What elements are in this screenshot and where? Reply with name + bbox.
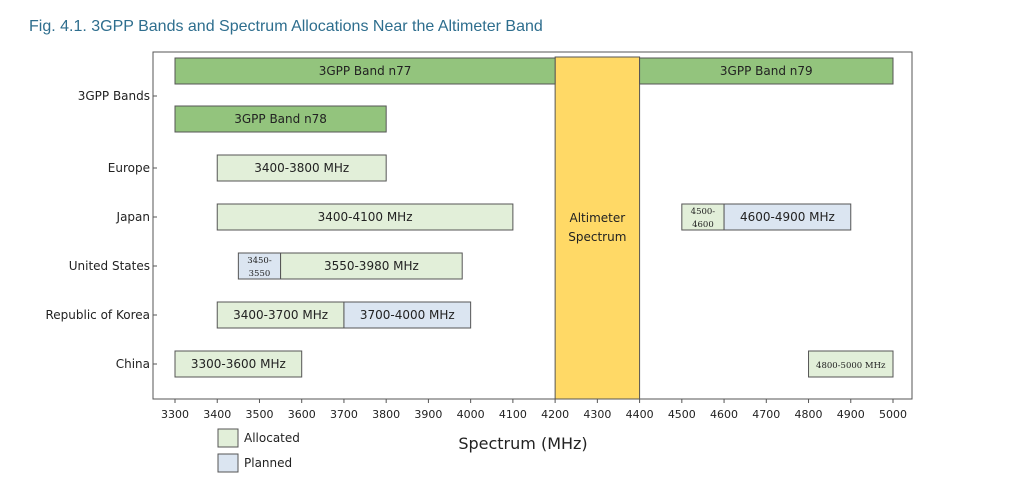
bar-rect (280, 252, 463, 280)
bar-rect (343, 301, 472, 329)
category-label-republic-of-korea: Republic of Korea (45, 308, 150, 322)
x-tick-label: 3700 (330, 408, 358, 421)
range-bar-japan: 3400-4100 MHz (216, 203, 514, 231)
category-label-japan: Japan (116, 210, 150, 224)
range-bar-japan: 4500- 4600 (681, 203, 725, 231)
bar-label: 4600 (692, 220, 714, 230)
figure-title: Fig. 4.1. 3GPP Bands and Spectrum Alloca… (29, 18, 543, 35)
x-tick-label: 4200 (541, 408, 569, 421)
legend-swatch-allocated (217, 428, 239, 448)
bar-label: 3GPP Band n77 (319, 64, 412, 78)
x-tick-label: 3300 (161, 408, 189, 421)
bar-label: 4500- (691, 207, 716, 217)
x-tick-label: 4300 (583, 408, 611, 421)
bar-rect (639, 57, 894, 85)
range-bar-republic-of-korea: 3400-3700 MHz (216, 301, 345, 329)
range-bar-3gpp-bands: 3GPP Band n77 (174, 57, 556, 85)
bar-rect (237, 252, 282, 280)
bar-rect (216, 301, 345, 329)
x-tick-label: 4900 (837, 408, 865, 421)
bar-rect (174, 350, 303, 378)
bar-label: 4800-5000 MHz (816, 361, 886, 371)
bar-rect (808, 350, 894, 378)
bar-label: 3GPP Band n78 (234, 112, 327, 126)
category-label-europe: Europe (108, 161, 150, 175)
range-bar-united-states: 3550-3980 MHz (280, 252, 463, 280)
x-tick-label: 3400 (203, 408, 231, 421)
bar-rect (174, 105, 387, 133)
x-tick-label: 3600 (288, 408, 316, 421)
range-bar-china: 4800-5000 MHz (808, 350, 894, 378)
category-label-united-states: United States (69, 259, 150, 273)
x-tick-label: 5000 (879, 408, 907, 421)
x-axis-title: Spectrum (MHz) (458, 434, 587, 453)
x-tick-label: 4800 (795, 408, 823, 421)
bar-label: 3700-4000 MHz (360, 308, 455, 322)
bar-rect (216, 154, 387, 182)
bar-label: 3300-3600 MHz (191, 357, 286, 371)
x-tick-label: 4700 (752, 408, 780, 421)
range-bar-3gpp-bands: 3GPP Band n78 (174, 105, 387, 133)
bar-label: 3550-3980 MHz (324, 259, 419, 273)
bar-rect (216, 203, 514, 231)
bar-label: 3550 (249, 269, 271, 279)
bar-rect (681, 203, 725, 231)
range-bar-republic-of-korea: 3700-4000 MHz (343, 301, 472, 329)
x-tick-label: 3500 (245, 408, 273, 421)
x-tick-label: 4600 (710, 408, 738, 421)
bar-rect (174, 57, 556, 85)
bar-label: 3400-3800 MHz (254, 161, 349, 175)
x-tick-label: 3900 (414, 408, 442, 421)
range-bar-united-states: 3450- 3550 (237, 252, 282, 280)
bar-label: 3450- (247, 256, 272, 266)
legend-label-allocated: Allocated (244, 431, 300, 445)
range-bar-china: 3300-3600 MHz (174, 350, 303, 378)
altimeter-label: Spectrum (568, 230, 626, 244)
x-tick-label: 3800 (372, 408, 400, 421)
bar-label: 3400-3700 MHz (233, 308, 328, 322)
altimeter-label: Altimeter (570, 211, 626, 225)
range-bar-europe: 3400-3800 MHz (216, 154, 387, 182)
range-bar-japan: 4600-4900 MHz (723, 203, 852, 231)
x-tick-label: 4100 (499, 408, 527, 421)
x-tick-label: 4500 (668, 408, 696, 421)
category-label-3gpp-bands: 3GPP Bands (78, 89, 150, 103)
bar-label: 4600-4900 MHz (740, 210, 835, 224)
range-bar-3gpp-bands: 3GPP Band n79 (639, 57, 894, 85)
bar-label: 3GPP Band n79 (720, 64, 813, 78)
x-tick-label: 4400 (626, 408, 654, 421)
category-label-china: China (116, 357, 150, 371)
x-tick-label: 4000 (457, 408, 485, 421)
bar-rect (723, 203, 852, 231)
altimeter-band (554, 56, 641, 400)
bar-label: 3400-4100 MHz (318, 210, 413, 224)
legend-label-planned: Planned (244, 456, 292, 470)
legend-swatch-planned (217, 453, 239, 473)
